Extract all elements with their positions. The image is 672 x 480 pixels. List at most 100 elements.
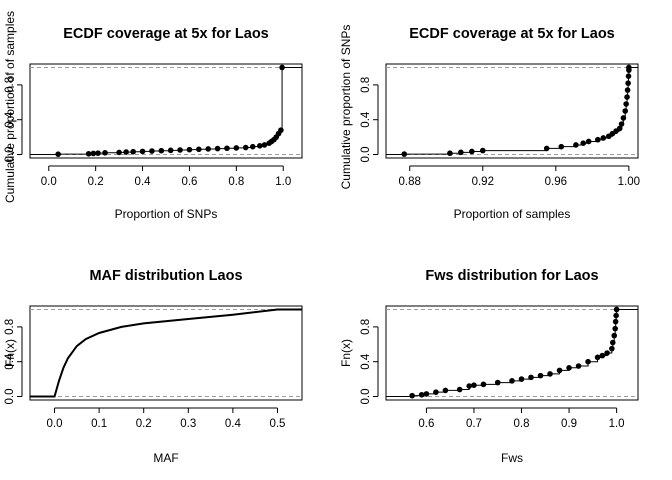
ecdf-point bbox=[537, 372, 544, 379]
x-tick-label: 0.8 bbox=[514, 418, 530, 430]
ecdf-point bbox=[447, 150, 453, 157]
ecdf-point bbox=[599, 352, 606, 359]
chart-panel-4: Fws distribution for Laos Fws Fn(x) 0.6 0.7 0… bbox=[339, 268, 639, 465]
plot-frame bbox=[385, 63, 639, 159]
ecdf-point bbox=[494, 379, 501, 386]
ecdf-point bbox=[90, 150, 97, 157]
plot-frame bbox=[29, 63, 303, 159]
ecdf-point bbox=[249, 143, 256, 150]
x-tick-label: 0.5 bbox=[269, 418, 285, 430]
ecdf-point bbox=[102, 149, 108, 156]
ecdf-point bbox=[558, 143, 565, 150]
x-tick-label: 0.3 bbox=[180, 418, 196, 430]
ecdf-point bbox=[442, 387, 449, 394]
plot-frame bbox=[385, 305, 639, 401]
ecdf-point bbox=[242, 144, 249, 151]
x-tick-label: 0.4 bbox=[225, 418, 242, 430]
ecdf-point bbox=[256, 143, 263, 149]
ecdf-point bbox=[205, 146, 212, 152]
ecdf-point bbox=[610, 339, 616, 346]
ecdf-point bbox=[158, 147, 165, 154]
ecdf-point bbox=[566, 364, 572, 371]
x-axis-label: Fws bbox=[501, 451, 523, 465]
x-tick-label: 0.4 bbox=[135, 176, 152, 188]
chart-title: ECDF coverage at 5x for Laos bbox=[63, 26, 269, 42]
ecdf-point bbox=[177, 147, 183, 153]
ecdf-point bbox=[573, 142, 579, 148]
x-tick-label: 0.9 bbox=[561, 418, 577, 430]
y-axis-label: Cumulative proportion of SNPs bbox=[339, 25, 353, 190]
y-tick-label: 0.4 bbox=[4, 111, 16, 128]
ecdf-point bbox=[625, 80, 631, 86]
ecdf-point bbox=[625, 73, 632, 79]
x-tick-label: 0.6 bbox=[181, 176, 197, 188]
ecdf-point bbox=[575, 363, 582, 369]
y-tick-label: 0.0 bbox=[4, 389, 16, 405]
chart-panel-1: ECDF coverage at 5x for Laos Proportion o… bbox=[3, 11, 303, 221]
y-tick-label: 0.0 bbox=[4, 147, 16, 163]
y-tick-label: 0.8 bbox=[360, 319, 372, 335]
ecdf-point bbox=[149, 148, 155, 154]
ecdf-point bbox=[423, 391, 430, 397]
ecdf-point bbox=[186, 146, 193, 153]
ecdf-point bbox=[623, 101, 629, 107]
ecdf-point bbox=[95, 150, 101, 156]
x-tick-label: 0.0 bbox=[41, 176, 57, 188]
chart-title: MAF distribution Laos bbox=[89, 268, 242, 284]
x-tick-label: 0.88 bbox=[399, 176, 421, 188]
ecdf-point bbox=[196, 146, 202, 153]
x-tick-label: 0.2 bbox=[88, 176, 104, 188]
ecdf-curve bbox=[30, 308, 302, 398]
x-axis-label: Proportion of samples bbox=[454, 207, 571, 221]
y-tick-label: 0.4 bbox=[360, 353, 372, 370]
x-tick-label: 0.92 bbox=[472, 176, 494, 188]
x-tick-label: 1.0 bbox=[609, 418, 625, 430]
ecdf-point bbox=[595, 136, 601, 143]
ecdf-point bbox=[418, 391, 425, 398]
ecdf-point bbox=[278, 127, 284, 133]
chart-title: ECDF coverage at 5x for Laos bbox=[409, 26, 615, 42]
x-axis-label: Proportion of SNPs bbox=[115, 207, 218, 221]
ecdf-point bbox=[604, 350, 610, 356]
ecdf-point bbox=[130, 148, 136, 155]
x-tick-label: 0.96 bbox=[545, 176, 567, 188]
ecdf-point bbox=[580, 140, 587, 147]
y-tick-label: 0.8 bbox=[4, 77, 16, 93]
ecdf-step-line bbox=[30, 66, 302, 156]
x-tick-label: 1.00 bbox=[618, 176, 640, 188]
ecdf-point bbox=[261, 142, 268, 148]
ecdf-point bbox=[618, 121, 625, 127]
chart-panel-3: MAF distribution Laos MAF Fn(x) 0.0 0.1 0.2 0.… bbox=[3, 268, 303, 465]
x-tick-label: 1.0 bbox=[275, 176, 291, 188]
ecdf-point bbox=[123, 149, 129, 155]
ecdf-point bbox=[594, 354, 601, 361]
ecdf-point bbox=[616, 125, 623, 132]
ecdf-point bbox=[409, 392, 415, 399]
y-tick-label: 0.0 bbox=[360, 147, 372, 163]
ecdf-point bbox=[456, 386, 463, 393]
y-axis-label: Fn(x) bbox=[3, 339, 17, 367]
ecdf-point bbox=[55, 151, 61, 157]
y-tick-label: 0.0 bbox=[360, 389, 372, 405]
ecdf-point bbox=[139, 148, 146, 155]
ecdf-point bbox=[233, 145, 240, 151]
x-tick-label: 0.1 bbox=[91, 418, 107, 430]
ecdf-point bbox=[480, 381, 487, 388]
ecdf-point bbox=[611, 332, 618, 339]
ecdf-point bbox=[624, 94, 630, 100]
chart-title: Fws distribution for Laos bbox=[425, 268, 598, 284]
ecdf-point bbox=[543, 145, 550, 152]
ecdf-point bbox=[547, 371, 553, 377]
y-axis-label: Fn(x) bbox=[339, 339, 353, 367]
ecdf-point bbox=[469, 148, 475, 155]
y-tick-label: 0.4 bbox=[360, 111, 372, 128]
ecdf-point bbox=[116, 149, 122, 156]
ecdf-point bbox=[479, 147, 486, 154]
x-tick-label: 0.2 bbox=[136, 418, 152, 430]
ecdf-point bbox=[224, 145, 230, 152]
ecdf-point bbox=[401, 151, 408, 157]
x-tick-label: 0.8 bbox=[228, 176, 244, 188]
ecdf-point bbox=[167, 147, 174, 154]
ecdf-point bbox=[600, 135, 607, 141]
